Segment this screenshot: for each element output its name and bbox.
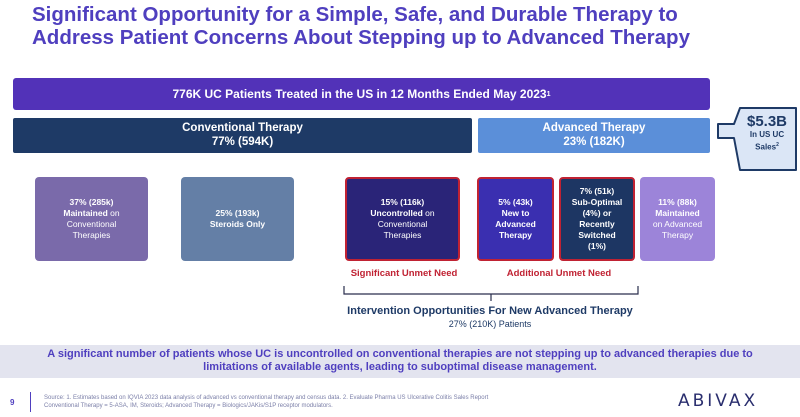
intervention-bracket (343, 286, 639, 301)
sources-line-2: Conventional Therapy = 5-ASA, IM, Steroi… (44, 403, 333, 409)
segment-desc-line-3: Therapy (498, 230, 533, 240)
summary-line-2: limitations of available agents, leading… (203, 361, 597, 373)
banner-text: 776K UC Patients Treated in the US in 12… (172, 87, 547, 101)
conventional-therapy-share: 77% (594K) (211, 136, 274, 148)
segment-desc-line-1: Sub-Optimal (571, 197, 623, 207)
footer-divider (30, 392, 31, 412)
segment-desc-line-3: Therapy (661, 230, 694, 240)
segment-steroids-only: 25% (193k) Steroids Only (181, 177, 294, 261)
segment-value: 11% (88k) (658, 197, 697, 207)
segment-new-to-advanced: 5% (43k) New to Advanced Therapy (477, 177, 554, 261)
page-title: Significant Opportunity for a Simple, Sa… (32, 3, 792, 49)
page-number: 9 (10, 398, 15, 407)
callout-sales-label: Sales (755, 142, 777, 152)
segment-value: 7% (51k) (579, 186, 615, 196)
sources-line-1: Source: 1. Estimates based on IQVIA 2023… (44, 395, 489, 401)
segment-desc-line-2: on Advanced (652, 219, 703, 229)
advanced-therapy-bar: Advanced Therapy 23% (182K) (478, 118, 710, 153)
segment-desc-rest: on (422, 208, 435, 218)
segment-desc-bold: Uncontrolled (370, 208, 423, 218)
segment-uncontrolled-conventional: 15% (116k) Uncontrolled on Conventional … (345, 177, 460, 261)
segment-desc-line-4: Switched (578, 230, 616, 240)
segment-desc-line-1: Uncontrolled on (370, 208, 434, 219)
segment-desc-bold: Maintained (63, 208, 108, 218)
segment-value: 5% (43k) (498, 197, 533, 207)
segment-maintained-advanced: 11% (88k) Maintained on Advanced Therapy (640, 177, 715, 261)
additional-unmet-need-label: Additional Unmet Need (506, 268, 612, 279)
segment-desc-line-2: Advanced (495, 219, 536, 229)
segment-desc-line-1: Maintained on (63, 208, 119, 219)
segment-value: 15% (116k) (380, 197, 425, 207)
summary-line-1: A significant number of patients whose U… (47, 348, 753, 360)
segment-desc-line-1: New to (501, 208, 530, 218)
conventional-therapy-label: Conventional Therapy (182, 122, 303, 134)
segment-desc-line-2: Conventional (377, 219, 428, 229)
sources-note: Source: 1. Estimates based on IQVIA 2023… (44, 394, 614, 410)
advanced-therapy-share: 23% (182K) (563, 136, 625, 148)
intervention-title: Intervention Opportunities For New Advan… (347, 305, 633, 317)
sales-callout: $5.3B In US UC Sales2 (716, 104, 800, 174)
segment-desc-line-2: (4%) or (582, 208, 612, 218)
segment-desc-bold: Maintained (655, 208, 700, 218)
page-title-line-2: Address Patient Concerns About Stepping … (32, 26, 690, 49)
banner-footnote: 1 (546, 90, 551, 98)
segment-desc-line-3: Therapies (72, 230, 111, 240)
segment-desc-line-3: Recently (579, 219, 615, 229)
segment-value: 25% (193k) (215, 208, 260, 218)
summary-band: A significant number of patients whose U… (0, 345, 800, 378)
segment-maintained-conventional: 37% (285k) Maintained on Conventional Th… (35, 177, 148, 261)
segment-value: 37% (285k) (69, 197, 114, 207)
advanced-therapy-label: Advanced Therapy (542, 122, 646, 134)
segment-desc-line-5: (1%) (588, 241, 606, 251)
page-title-line-1: Significant Opportunity for a Simple, Sa… (32, 3, 678, 26)
callout-amount: $5.3B (746, 113, 788, 130)
conventional-therapy-bar: Conventional Therapy 77% (594K) (13, 118, 472, 153)
callout-text: $5.3B In US UC Sales2 (738, 113, 796, 153)
segment-desc-rest: on (107, 208, 120, 218)
significant-unmet-need-label: Significant Unmet Need (350, 268, 458, 279)
callout-arrow-shape (717, 107, 797, 171)
segment-desc-line-3: Therapies (383, 230, 422, 240)
callout-line-2: Sales2 (738, 140, 796, 153)
intervention-subtitle: 27% (210K) Patients (448, 319, 532, 329)
company-logo: ABIVAX (678, 391, 759, 411)
callout-footnote: 2 (776, 142, 779, 148)
segment-desc-line-2: Conventional (66, 219, 117, 229)
total-patients-banner: 776K UC Patients Treated in the US in 12… (13, 78, 710, 110)
segment-suboptimal-switched: 7% (51k) Sub-Optimal (4%) or Recently Sw… (559, 177, 635, 261)
callout-line-1: In US UC (749, 130, 785, 139)
segment-desc-bold: Steroids Only (209, 219, 266, 229)
